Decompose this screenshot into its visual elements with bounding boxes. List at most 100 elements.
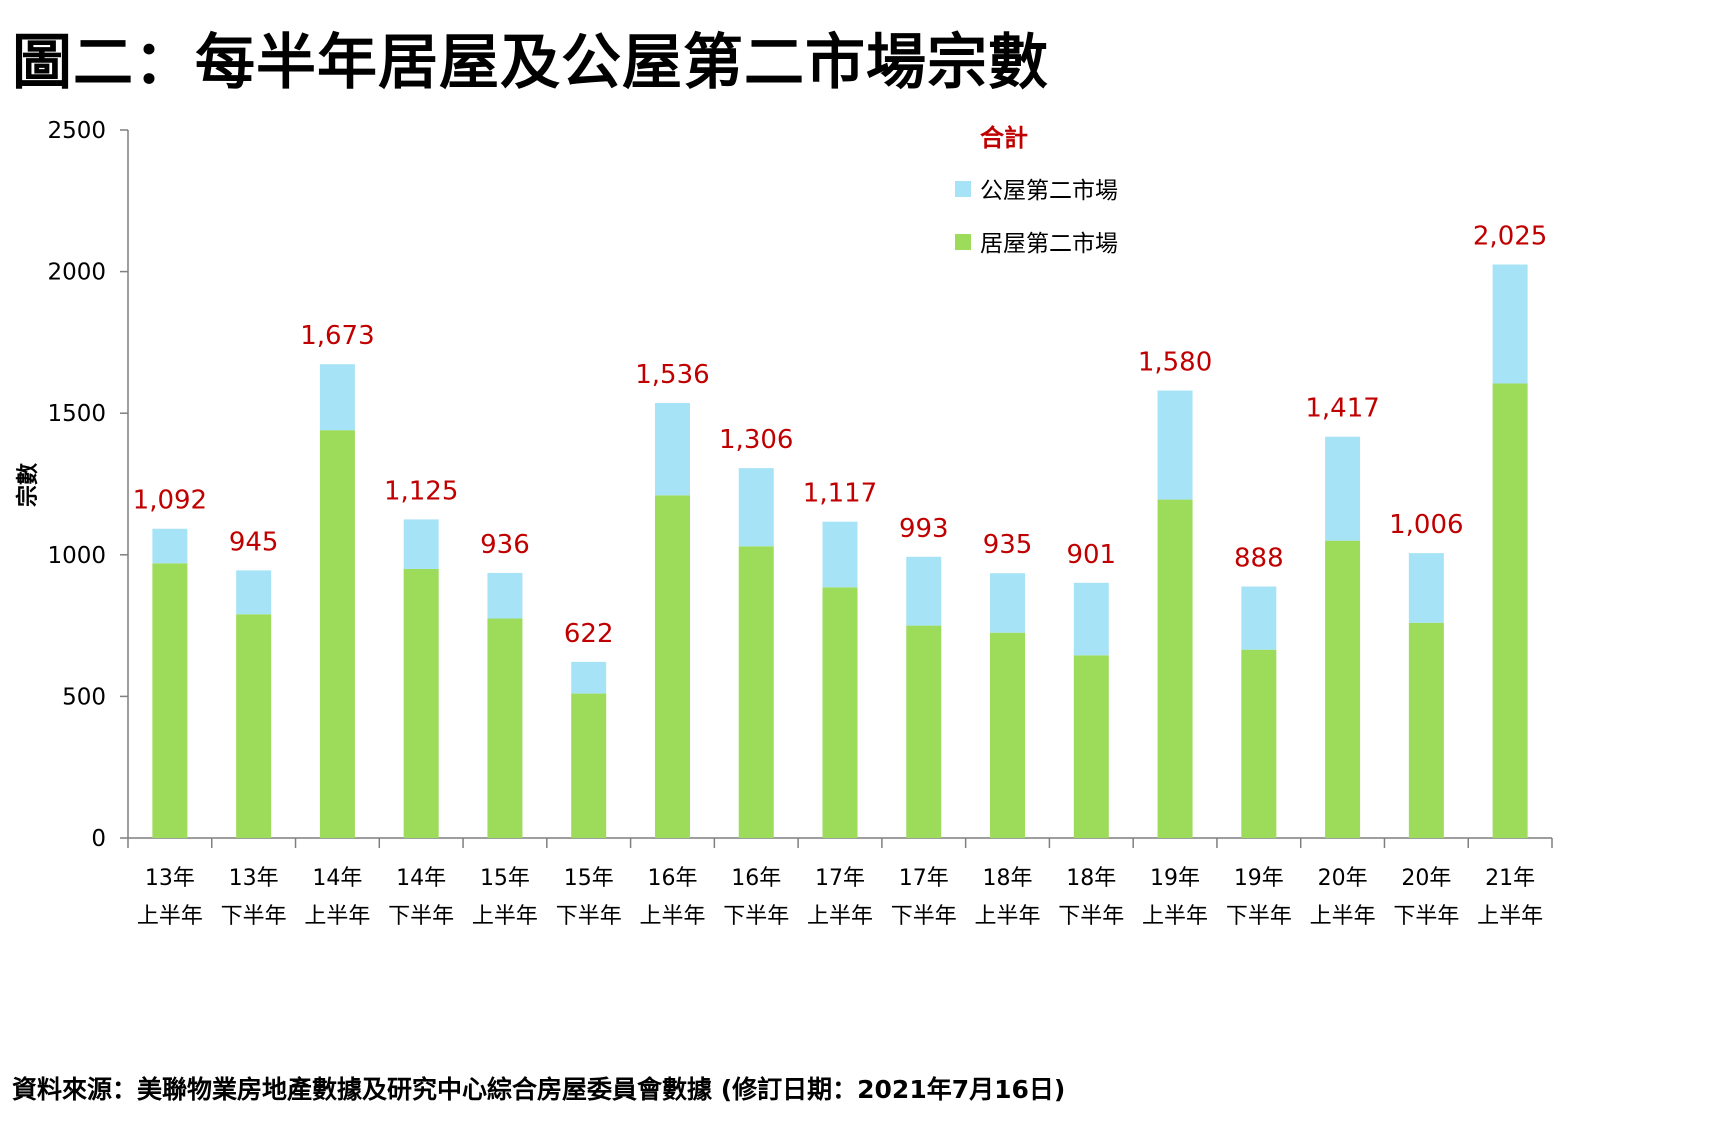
total-label: 935 (983, 530, 1033, 560)
total-label: 888 (1234, 544, 1284, 574)
bar-hos-secondary (990, 632, 1026, 838)
total-label: 1,417 (1305, 394, 1379, 424)
bar-hos-secondary (236, 614, 272, 838)
legend-label-public: 公屋第二市場 (980, 178, 1118, 204)
y-tick-label: 500 (62, 684, 106, 710)
bar-public-secondary (487, 572, 523, 619)
bar-hos-secondary (403, 568, 439, 838)
x-tick-label-year: 13年 (229, 866, 279, 891)
x-tick-label-half: 下半年 (1393, 904, 1459, 929)
y-axis-title: 宗數 (15, 463, 41, 507)
x-tick-label-half: 上半年 (1310, 904, 1376, 929)
bar-hos-secondary (152, 563, 188, 838)
total-label: 1,092 (133, 486, 207, 516)
x-tick-label-half: 下半年 (556, 904, 622, 929)
x-tick-label-half: 上半年 (807, 904, 873, 929)
total-label: 622 (564, 619, 614, 649)
x-tick-label-year: 16年 (647, 866, 697, 891)
x-tick-label-half: 下半年 (388, 904, 454, 929)
bar-hos-secondary (654, 495, 690, 838)
x-tick-label-year: 14年 (396, 866, 446, 891)
bar-public-secondary (738, 468, 774, 547)
total-label: 1,006 (1389, 510, 1463, 540)
bar-public-secondary (319, 364, 355, 431)
source-note: 資料來源：美聯物業房地產數據及研究中心綜合房屋委員會數據 (修訂日期：2021年… (12, 1075, 1066, 1104)
y-tick-label: 1000 (47, 543, 106, 569)
total-label: 901 (1066, 540, 1116, 570)
bar-hos-secondary (1325, 540, 1361, 838)
x-tick-label-year: 20年 (1318, 866, 1368, 891)
total-label: 1,306 (719, 425, 793, 455)
x-tick-label-half: 下半年 (221, 904, 287, 929)
legend-label-hos: 居屋第二市場 (980, 231, 1118, 257)
legend-swatch-hos (955, 234, 971, 250)
bar-public-secondary (1241, 586, 1277, 650)
bar-public-secondary (990, 573, 1026, 633)
x-tick-label-year: 21年 (1485, 866, 1535, 891)
bar-hos-secondary (487, 618, 523, 838)
bar-public-secondary (236, 570, 272, 615)
bar-public-secondary (403, 519, 439, 569)
x-tick-label-year: 16年 (731, 866, 781, 891)
bar-hos-secondary (822, 587, 858, 838)
total-label: 2,025 (1473, 222, 1547, 252)
bar-public-secondary (654, 403, 690, 496)
x-tick-label-half: 下半年 (1058, 904, 1124, 929)
x-tick-label-year: 15年 (480, 866, 530, 891)
bar-public-secondary (152, 528, 188, 564)
x-tick-label-year: 13年 (145, 866, 195, 891)
x-tick-label-year: 14年 (312, 866, 362, 891)
bar-public-secondary (822, 521, 858, 588)
x-tick-label-half: 上半年 (137, 904, 203, 929)
x-tick-label-year: 18年 (1066, 866, 1116, 891)
bar-public-secondary (571, 661, 607, 694)
y-tick-label: 2000 (47, 260, 106, 286)
bar-hos-secondary (1408, 622, 1444, 838)
bar-public-secondary (1492, 264, 1528, 384)
total-label: 1,117 (803, 479, 877, 509)
total-label: 936 (480, 530, 530, 560)
x-tick-label-year: 19年 (1234, 866, 1284, 891)
x-tick-label-half: 上半年 (304, 904, 370, 929)
x-tick-label-year: 17年 (815, 866, 865, 891)
x-tick-label-half: 上半年 (1142, 904, 1208, 929)
bar-hos-secondary (738, 546, 774, 838)
bar-hos-secondary (319, 430, 355, 838)
x-tick-label-half: 下半年 (891, 904, 957, 929)
bar-hos-secondary (1241, 649, 1277, 838)
total-label: 993 (899, 514, 949, 544)
bar-hos-secondary (1492, 383, 1528, 838)
x-tick-label-half: 上半年 (1477, 904, 1543, 929)
total-label: 1,125 (384, 476, 458, 506)
y-tick-label: 2500 (47, 118, 106, 144)
x-tick-label-half: 下半年 (1226, 904, 1292, 929)
total-label: 1,673 (300, 321, 374, 351)
x-tick-label-half: 下半年 (723, 904, 789, 929)
bar-public-secondary (1408, 553, 1444, 623)
x-tick-label-year: 15年 (564, 866, 614, 891)
y-tick-label: 0 (91, 826, 106, 852)
x-tick-label-year: 17年 (899, 866, 949, 891)
x-tick-label-half: 上半年 (975, 904, 1041, 929)
total-label: 945 (229, 527, 279, 557)
x-tick-label-year: 18年 (983, 866, 1033, 891)
bar-hos-secondary (1157, 499, 1193, 838)
x-tick-label-half: 上半年 (472, 904, 538, 929)
bar-public-secondary (1325, 436, 1361, 541)
x-tick-label-half: 上半年 (639, 904, 705, 929)
x-tick-label-year: 19年 (1150, 866, 1200, 891)
y-tick-label: 1500 (47, 401, 106, 427)
bar-hos-secondary (1073, 655, 1109, 838)
bar-hos-secondary (906, 625, 942, 838)
legend-total-label: 合計 (980, 124, 1028, 152)
bar-public-secondary (1073, 582, 1109, 656)
x-tick-label-year: 20年 (1401, 866, 1451, 891)
total-label: 1,580 (1138, 348, 1212, 378)
bar-public-secondary (906, 556, 942, 626)
legend-swatch-public (955, 181, 971, 197)
bar-public-secondary (1157, 390, 1193, 500)
bars (152, 264, 1528, 838)
